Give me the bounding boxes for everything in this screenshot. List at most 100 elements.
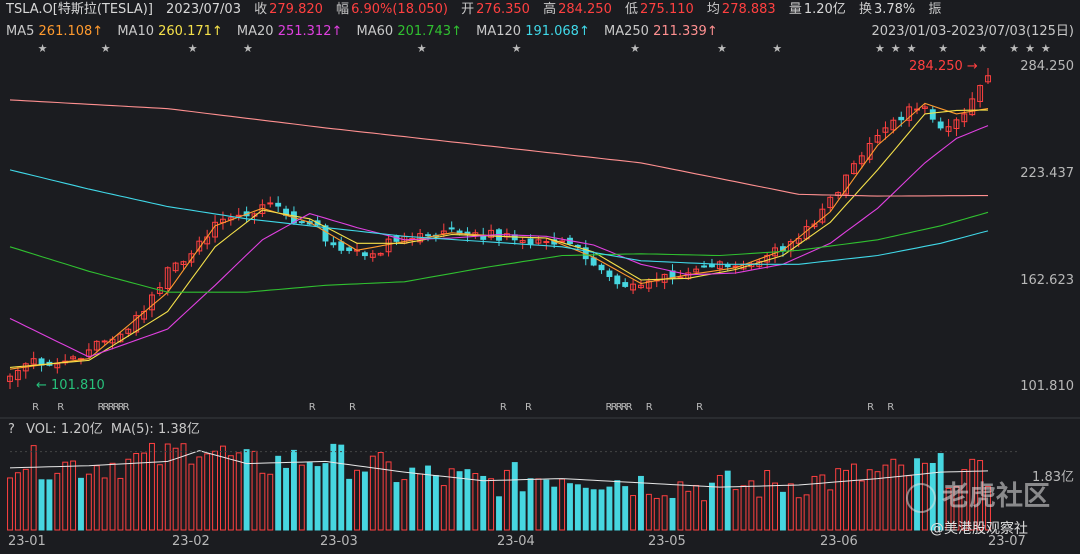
volume-bar [819,474,826,531]
volume-bar [693,485,700,531]
ma-item-ma60[interactable]: MA60 201.743↑ [357,24,462,39]
volume-bar [598,489,605,531]
candle-body [701,265,708,268]
candle-body [535,239,542,244]
change-label: 幅 [336,2,350,17]
change-field: 幅 6.90%(18.050) [336,2,448,17]
high-marker: 284.250 → [909,59,978,74]
volume-bar [180,443,187,531]
volume-bar [85,473,92,531]
avg-field: 均 278.883 [707,2,776,17]
x-tick-0: 23-01 [8,534,46,549]
candle-body [709,264,715,268]
candle-body [425,234,431,237]
star-marker: ★ [890,42,901,55]
candle-body [598,264,605,271]
volume-bar [937,453,944,531]
volume-bar [701,500,708,531]
volume-bar [969,458,976,531]
volume-bar [259,472,266,531]
volume-bar [622,486,629,531]
star-marker: ★ [772,42,783,55]
candle-body [977,85,984,102]
avg-value: 278.883 [721,2,776,17]
volume-bar [235,452,242,531]
volume-bar [196,456,203,531]
candle-body [519,240,526,243]
volume-bar [732,489,739,531]
high-marker-value: 284.250 [909,59,963,74]
volume-bar [795,497,802,531]
turnover-label: 换 [858,2,872,17]
x-tick-1: 23-02 [172,534,210,549]
candle-body [369,253,376,258]
y-tick-0: 284.250 [1020,59,1074,74]
volume-bar [243,449,250,531]
ma-item-ma120[interactable]: MA120 191.068↑ [476,24,590,39]
r-marker: R [620,402,628,413]
volume-bar [125,458,132,531]
candle-body [196,240,203,252]
star-markers: ★ ★ ★ ★ ★ ★ ★ ★ ★ ★ ★ ★ ★ ★ ★ ★ ★ [0,42,1080,60]
quote-date: 2023/07/03 [166,2,241,17]
open-label: 开 [461,2,475,17]
brand-watermark: 老虎社区 [906,474,1050,513]
volume-bar [535,478,542,531]
star-marker: ★ [1009,42,1020,55]
help-icon[interactable]: ? [8,422,15,437]
ma-legend: MA5 261.108↑ MA10 260.171↑ MA20 251.312↑… [6,22,728,42]
volume-bar [677,481,684,531]
ma-item-ma5[interactable]: MA5 261.108↑ [6,24,103,39]
volume-field: 量 1.20亿 [789,2,846,17]
high-label: 高 [543,2,557,17]
r-marker: R [610,402,618,413]
candle-body [117,333,124,343]
star-marker: ★ [977,42,988,55]
volume-bar [417,473,424,531]
close-label: 收 [254,2,268,17]
ma-item-ma250[interactable]: MA250 211.339↑ [604,24,718,39]
volume-bar [661,495,668,531]
r-marker: R [605,402,613,413]
candle-body [361,252,368,257]
ma-item-ma20[interactable]: MA20 251.312↑ [237,24,342,39]
volume-bar [874,471,881,531]
candle-body [724,264,731,268]
ma10-value: 260.171↑ [158,24,223,39]
candle-body [850,163,857,175]
r-marker: R [97,402,105,413]
volume-bar [385,461,392,531]
candle-body [377,252,384,256]
volume-bar [630,495,637,531]
volume-bar [227,455,234,531]
candle-body [882,127,889,133]
volume-bar [858,480,865,531]
star-marker: ★ [906,42,917,55]
candle-body [693,268,700,273]
volume-bar [456,471,463,531]
candle-body [543,241,550,244]
star-marker: ★ [100,42,111,55]
ma-item-ma10[interactable]: MA10 260.171↑ [117,24,222,39]
r-marker: R [308,402,316,413]
r-marker: R [615,402,623,413]
candle-body [54,363,61,369]
date-range[interactable]: 2023/01/03-2023/07/03(125日) [871,24,1074,39]
r-marker: R [107,402,115,413]
ma-line-ma250 [9,99,988,197]
candle-body [298,221,305,224]
volume-bar [7,477,13,531]
candle-body [149,294,155,311]
turnover-field: 换 3.78% [859,2,915,17]
volume-bar [898,464,905,531]
candle-body [188,253,195,263]
volume-bar [582,487,589,531]
candle-body [70,356,77,360]
high-value: 284.250 [558,2,612,17]
candle-body [906,106,913,121]
candle-body [14,369,21,381]
volume-bar [527,478,534,531]
volume-bar [30,445,37,531]
volume-bar [298,464,305,531]
r-marker: R [57,402,64,413]
